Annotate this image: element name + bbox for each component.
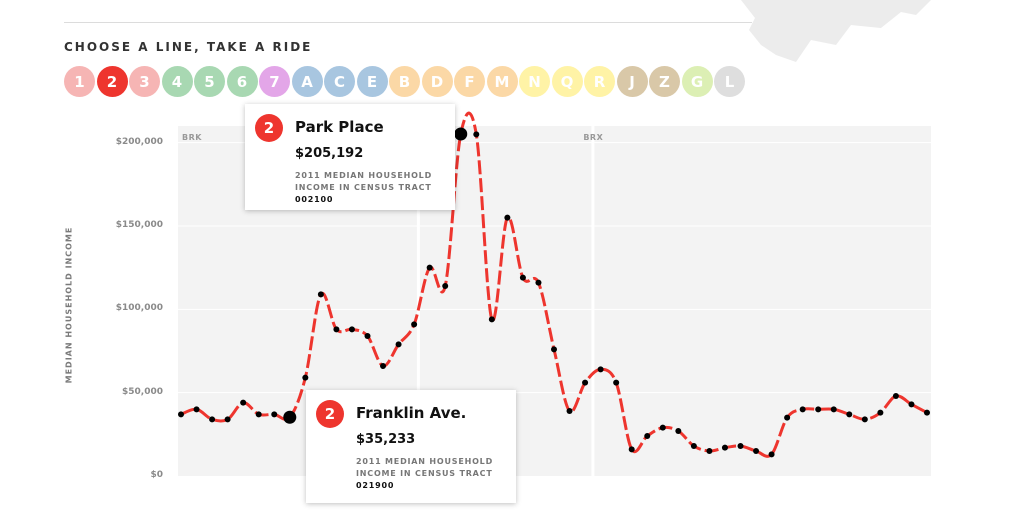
data-point-41[interactable] [815, 406, 822, 413]
line-button-n[interactable]: N [519, 66, 550, 97]
data-point-18[interactable] [454, 127, 468, 141]
data-point-11[interactable] [348, 326, 355, 333]
line-button-z[interactable]: Z [649, 66, 680, 97]
income-caption: 2011 MEDIAN HOUSEHOLD INCOME IN CENSUS T… [295, 171, 433, 204]
data-point-25[interactable] [566, 408, 573, 414]
line-button-5[interactable]: 5 [194, 66, 225, 97]
tooltip-park-place: 2 Park Place $205,192 2011 MEDIAN HOUSEH… [245, 104, 455, 210]
data-point-29[interactable] [628, 446, 635, 453]
data-point-19[interactable] [473, 131, 480, 138]
data-point-0[interactable] [178, 411, 184, 418]
data-point-28[interactable] [613, 379, 620, 386]
line-button-j[interactable]: J [616, 66, 648, 97]
data-point-38[interactable] [768, 451, 775, 458]
income-value: $35,233 [356, 432, 416, 447]
line-button-l[interactable]: L [714, 66, 745, 97]
data-point-14[interactable] [395, 341, 402, 348]
stop-name: Park Place [295, 118, 384, 136]
stop-name: Franklin Ave. [356, 404, 467, 422]
tooltip-franklin-ave: 2 Franklin Ave. $35,233 2011 MEDIAN HOUS… [306, 390, 516, 503]
data-point-9[interactable] [317, 291, 324, 298]
data-point-6[interactable] [271, 411, 278, 418]
line-button-2[interactable]: 2 [96, 66, 128, 97]
data-point-42[interactable] [830, 406, 837, 413]
data-point-13[interactable] [380, 363, 387, 369]
data-point-40[interactable] [799, 406, 806, 413]
line-2-badge: 2 [255, 114, 283, 142]
data-point-20[interactable] [488, 316, 495, 323]
data-point-1[interactable] [193, 406, 200, 413]
line-button-r[interactable]: R [584, 66, 615, 97]
data-point-43[interactable] [846, 411, 853, 418]
data-point-21[interactable] [504, 214, 511, 221]
line-button-1[interactable]: 1 [64, 66, 95, 97]
data-point-44[interactable] [861, 416, 868, 423]
data-point-34[interactable] [706, 448, 713, 454]
data-point-31[interactable] [659, 424, 666, 431]
income-value: $205,192 [295, 146, 364, 161]
y-tick-label-1: $50,000 [122, 386, 163, 397]
map-fragment [741, 0, 931, 62]
line-button-3[interactable]: 3 [129, 66, 160, 97]
y-tick-label-2: $100,000 [115, 303, 163, 314]
data-point-33[interactable] [690, 443, 697, 449]
line-button-6[interactable]: 6 [226, 66, 258, 97]
data-point-8[interactable] [302, 374, 309, 381]
data-point-27[interactable] [597, 366, 604, 373]
data-point-30[interactable] [644, 433, 651, 439]
data-point-32[interactable] [675, 428, 682, 434]
data-point-24[interactable] [551, 346, 557, 353]
data-point-22[interactable] [519, 274, 526, 281]
data-point-4[interactable] [240, 399, 247, 406]
line-button-g[interactable]: G [681, 66, 713, 97]
income-caption: 2011 MEDIAN HOUSEHOLD INCOME IN CENSUS T… [356, 457, 494, 490]
data-point-10[interactable] [333, 326, 340, 333]
line-selector-title: CHOOSE A LINE, TAKE A RIDE [64, 40, 313, 54]
line-button-a[interactable]: A [291, 66, 323, 97]
data-point-36[interactable] [737, 443, 744, 449]
data-point-45[interactable] [877, 409, 884, 416]
data-point-2[interactable] [209, 416, 216, 423]
line-button-4[interactable]: 4 [161, 66, 193, 97]
data-point-5[interactable] [255, 411, 262, 418]
line-button-e[interactable]: E [356, 66, 388, 97]
data-point-26[interactable] [582, 379, 589, 386]
data-point-37[interactable] [753, 448, 760, 454]
data-point-46[interactable] [892, 393, 899, 399]
data-point-3[interactable] [224, 416, 231, 423]
line-button-7[interactable]: 7 [259, 66, 290, 97]
line-button-q[interactable]: Q [551, 66, 583, 97]
y-tick-label-4: $200,000 [115, 136, 163, 147]
line-button-f[interactable]: F [454, 66, 485, 97]
data-point-35[interactable] [721, 444, 728, 451]
borough-label-brx: BRX [583, 133, 604, 142]
data-point-39[interactable] [784, 414, 791, 421]
line-button-c[interactable]: C [324, 66, 355, 97]
line-button-m[interactable]: M [486, 66, 518, 97]
data-point-47[interactable] [908, 401, 915, 408]
y-tick-label-3: $150,000 [115, 220, 163, 230]
data-point-15[interactable] [411, 321, 418, 328]
data-point-7[interactable] [283, 410, 297, 424]
borough-label-brk: BRK [182, 133, 202, 142]
line-button-b[interactable]: B [389, 66, 420, 97]
data-point-12[interactable] [364, 333, 371, 339]
line-button-d[interactable]: D [421, 66, 453, 97]
tract-number: 002100 [295, 195, 334, 204]
data-point-16[interactable] [426, 264, 433, 271]
data-point-17[interactable] [442, 283, 449, 289]
data-point-23[interactable] [535, 279, 542, 286]
data-point-48[interactable] [924, 409, 930, 416]
y-axis-title: MEDIAN HOUSEHOLD INCOME [64, 226, 74, 384]
tract-number: 021900 [356, 481, 395, 490]
line-2-badge: 2 [316, 400, 344, 428]
y-tick-label-0: $0 [150, 470, 163, 480]
top-divider [64, 22, 752, 23]
